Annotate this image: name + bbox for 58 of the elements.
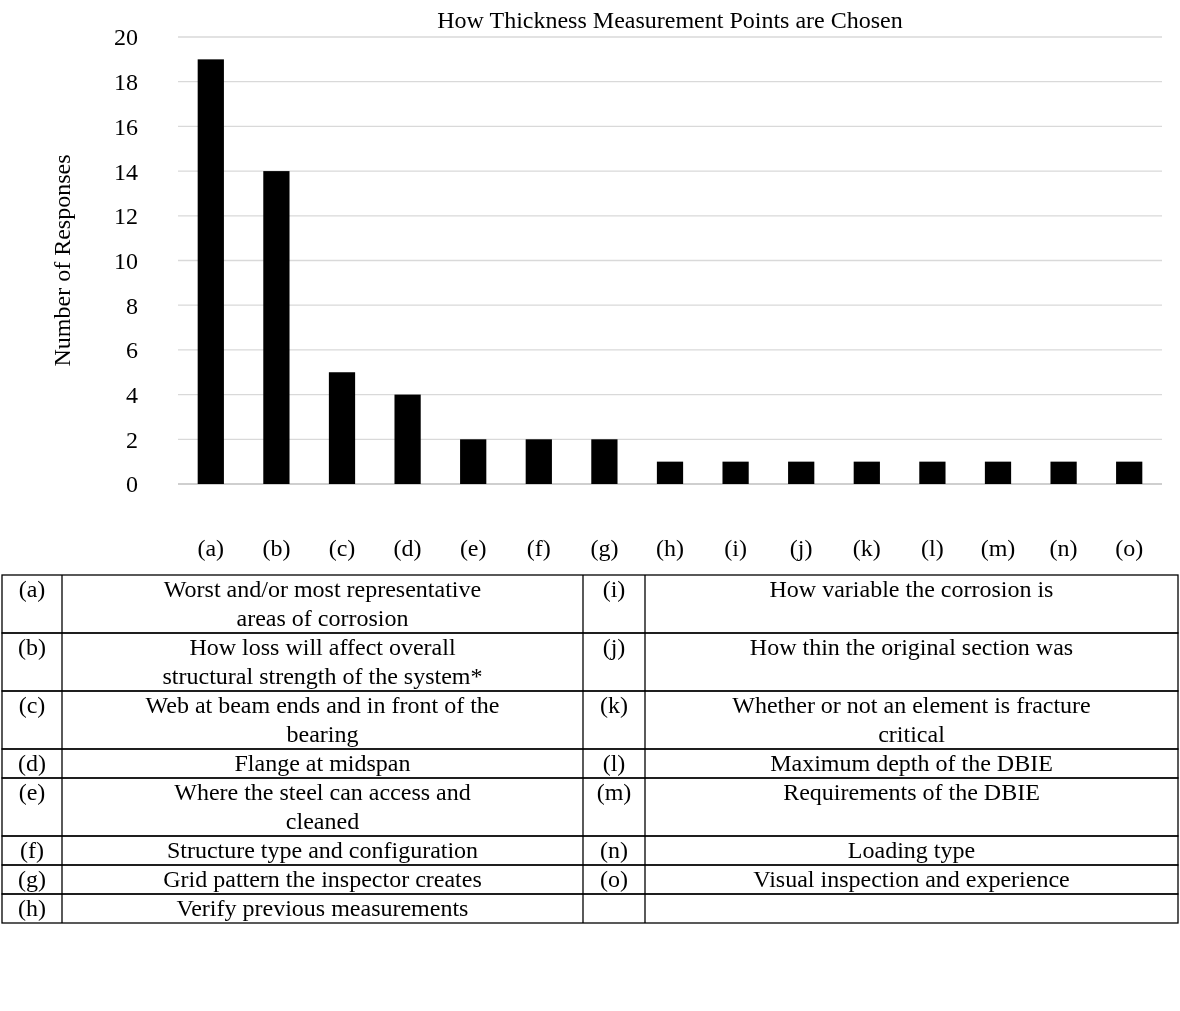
text: Visual inspection and experience — [753, 866, 1070, 892]
x-tick-label: (a) — [197, 535, 225, 561]
text: Worst and/or most representative areas of corrosion — [163, 576, 482, 631]
y-tick-label: 14 — [114, 158, 138, 185]
x-tick-label: (b) — [262, 535, 291, 561]
category-label: (n) — [600, 837, 628, 863]
text: Grid pattern the inspector creates — [163, 866, 482, 892]
text: Verify previous measurements — [176, 895, 469, 921]
category-label: (j) — [602, 634, 626, 660]
y-tick-label: 10 — [114, 247, 138, 274]
x-tick-label: (g) — [590, 535, 619, 561]
y-tick-label: 20 — [114, 24, 138, 51]
y-tick-label: 0 — [126, 471, 138, 498]
y-tick-label: 6 — [126, 337, 138, 364]
text: Flange at midspan — [234, 750, 411, 776]
category-label: (f) — [20, 837, 44, 863]
x-tick-label: (e) — [459, 535, 487, 561]
category-label: (b) — [18, 634, 46, 660]
text: Requirements of the DBIE — [783, 779, 1040, 805]
y-tick-label: 8 — [126, 292, 138, 319]
y-tick-label: 12 — [114, 203, 138, 230]
x-tick-label: (i) — [724, 535, 747, 561]
text: Web at beam ends and in front of the bearing — [145, 692, 500, 747]
y-tick-label: 16 — [114, 113, 138, 140]
category-label: (i) — [602, 576, 626, 602]
text: Maximum depth of the DBIE — [770, 750, 1053, 776]
text: Whether or not an element is fracture critical — [732, 692, 1091, 747]
text: Where the steel can access and cleaned — [174, 779, 471, 834]
category-label: (e) — [18, 779, 46, 805]
chart-title: How Thickness Measurement Points are Chosen — [437, 7, 903, 33]
text: Loading type — [847, 837, 976, 863]
x-tick-label: (c) — [328, 535, 356, 561]
x-tick-label: (d) — [393, 535, 422, 561]
x-tick-label: (j) — [789, 535, 813, 561]
category-label: (d) — [18, 750, 46, 776]
category-label: (c) — [18, 692, 46, 718]
x-tick-label: (f) — [526, 535, 551, 561]
x-tick-label: (k) — [852, 535, 881, 561]
text: How thin the original section was — [749, 634, 1074, 660]
category-label: (l) — [602, 750, 626, 776]
x-tick-label: (l) — [921, 535, 944, 561]
y-axis-title: Number of Responses — [49, 154, 75, 367]
text: How loss will affect overall structural strength of the system* — [162, 634, 483, 689]
category-label: (m) — [596, 779, 632, 805]
text: Structure type and configuration — [166, 837, 479, 863]
y-tick-label: 4 — [126, 382, 138, 408]
category-label: (h) — [18, 895, 46, 921]
category-label: (a) — [18, 576, 46, 602]
category-label: (o) — [600, 866, 628, 892]
y-tick-label: 18 — [114, 69, 138, 96]
x-tick-label: (n) — [1049, 535, 1078, 561]
text: How variable the corrosion is — [769, 576, 1054, 602]
category-label: (k) — [600, 692, 628, 718]
x-tick-label: (o) — [1115, 535, 1144, 561]
x-tick-label: (m) — [980, 535, 1016, 561]
x-tick-label: (h) — [656, 535, 684, 561]
y-tick-label: 2 — [126, 426, 138, 453]
category-label: (g) — [18, 866, 46, 892]
